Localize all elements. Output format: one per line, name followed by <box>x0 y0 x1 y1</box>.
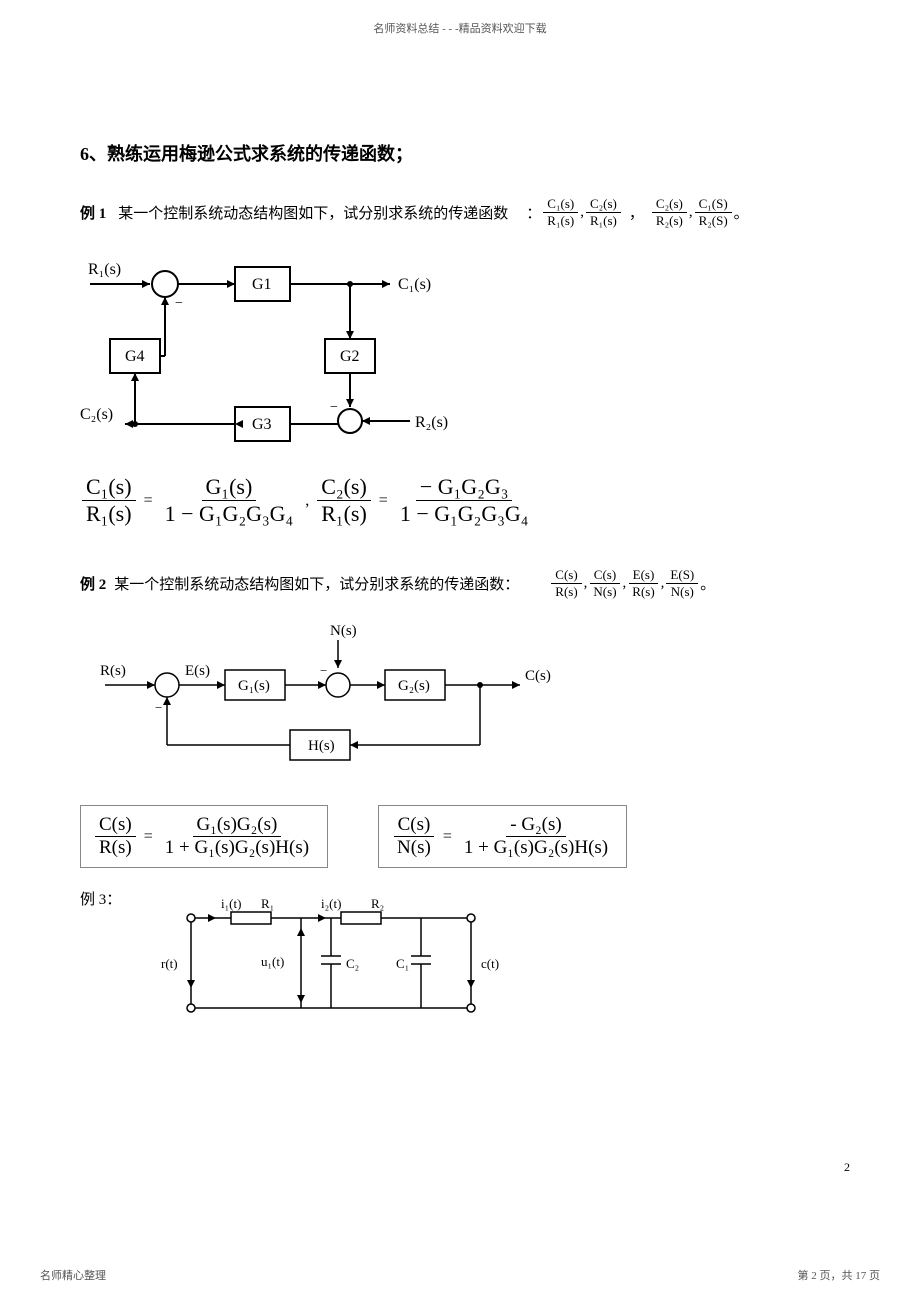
equals: = <box>379 492 388 510</box>
svg-text:G₁(s): G₁(s) <box>238 678 270 694</box>
equals: = <box>144 828 153 846</box>
example1-label: 例 1 <box>80 202 106 223</box>
diagram-label-g4: G4 <box>125 348 145 365</box>
comma: , <box>584 575 588 592</box>
example2-text: 某一个控制系统动态结构图如下，试分别求系统的传递函数： <box>114 573 519 594</box>
eq1-rhs: G₁(s) 1 − G₁G₂G₃G₄ <box>161 474 298 527</box>
eq1-rhs: G₁(s)G₂(s) 1 + G₁(s)G₂(s)H(s) <box>161 814 313 859</box>
svg-text:C₁: C₁ <box>396 956 409 971</box>
svg-text:R(s): R(s) <box>100 663 126 679</box>
svg-text:−: − <box>330 400 338 415</box>
footer-left: 名师精心整理 <box>40 1267 106 1283</box>
example1-tf3: C₂(s) R₂(s) <box>652 196 687 229</box>
footer-right: 第 2 页，共 17 页 <box>798 1267 881 1283</box>
header-text: 名师资料总结 - - -精品资料欢迎下载 <box>373 23 546 35</box>
example3-row: 例 3： i₁(t) R₁ i₂(t) R₂ r(t) <box>80 888 860 1038</box>
svg-text:R₁: R₁ <box>261 896 274 911</box>
eq1-lhs: C₁(s) R₁(s) <box>82 474 136 527</box>
svg-text:H(s): H(s) <box>308 738 335 754</box>
svg-text:i₁(t): i₁(t) <box>221 896 241 911</box>
example2-tf2: C(s) N(s) <box>589 567 620 600</box>
section-title-text: 、熟练运用梅逊公式求系统的传递函数； <box>89 144 413 164</box>
eq1-lhs: C(s) R(s) <box>95 814 136 859</box>
section-heading: 6、熟练运用梅逊公式求系统的传递函数； <box>80 140 860 166</box>
comma: , <box>689 204 693 221</box>
svg-text:R₂: R₂ <box>371 896 384 911</box>
example1-tf2: C₂(s) R₁(s) <box>586 196 621 229</box>
svg-text:N(s): N(s) <box>330 623 357 639</box>
svg-text:−: − <box>155 700 162 715</box>
svg-text:u₁(t): u₁(t) <box>261 954 284 969</box>
example1-tf1: C₁(s) R₁(s) <box>543 196 578 229</box>
comma: ， <box>629 202 644 223</box>
example2-eq1: C(s) R(s) = G₁(s)G₂(s) 1 + G₁(s)G₂(s)H(s… <box>80 805 328 868</box>
example2-label: 例 2 <box>80 573 106 594</box>
svg-text:E(s): E(s) <box>185 663 210 679</box>
diagram-label-r1: R₁(s) <box>88 261 121 278</box>
example2-diagram: N(s) R(s) − E(s) G₁(s) − G₂(s) C(s) <box>80 620 860 785</box>
diagram-label-c1: C₁(s) <box>398 276 431 293</box>
period: 。 <box>700 573 715 594</box>
svg-text:c(t): c(t) <box>481 956 499 971</box>
example2-tf4: E(S) N(s) <box>666 567 698 600</box>
comma: , <box>661 575 665 592</box>
eq2-lhs: C₂(s) R₁(s) <box>317 474 371 527</box>
example2-tf1: C(s) R(s) <box>551 567 581 600</box>
page-number: 2 <box>844 1160 850 1175</box>
eq2-rhs: − G₁G₂G₃ 1 − G₁G₂G₃G₄ <box>396 474 533 527</box>
main-content: 6、熟练运用梅逊公式求系统的传递函数； 例 1 某一个控制系统动态结构图如下，试… <box>80 140 860 1038</box>
equals: = <box>443 828 452 846</box>
page-header: 名师资料总结 - - -精品资料欢迎下载 <box>0 20 920 36</box>
diagram-label-g2: G2 <box>340 348 360 365</box>
section-number: 6 <box>80 144 89 164</box>
period: 。 <box>734 202 749 223</box>
example1-prompt: 例 1 某一个控制系统动态结构图如下，试分别求系统的传递函数 ： C₁(s) R… <box>80 196 860 229</box>
example3-circuit: i₁(t) R₁ i₂(t) R₂ r(t) u₁(t) <box>161 888 521 1038</box>
example2-equations: C(s) R(s) = G₁(s)G₂(s) 1 + G₁(s)G₂(s)H(s… <box>80 805 860 868</box>
diagram-label-c2: C₂(s) <box>80 406 113 423</box>
eq2-lhs: C(s) N(s) <box>393 814 435 859</box>
diagram-label-g3: G3 <box>252 416 272 433</box>
comma: , <box>580 204 584 221</box>
svg-text:−: − <box>320 663 327 678</box>
svg-text:i₂(t): i₂(t) <box>321 896 341 911</box>
example1-diagram: R₁(s) − G1 C₁(s) G2 G4 <box>80 249 860 454</box>
diagram-label-g1: G1 <box>252 276 272 293</box>
eq2-rhs: - G₂(s) 1 + G₁(s)G₂(s)H(s) <box>460 814 612 859</box>
example1-equations: C₁(s) R₁(s) = G₁(s) 1 − G₁G₂G₃G₄ , C₂(s)… <box>80 474 860 527</box>
comma: , <box>305 492 309 510</box>
equals: = <box>144 492 153 510</box>
comma: , <box>623 575 627 592</box>
diagram-label-r2: R₂(s) <box>415 414 448 431</box>
example2-tf3: E(s) R(s) <box>628 567 658 600</box>
svg-text:C(s): C(s) <box>525 668 551 684</box>
svg-text:G₂(s): G₂(s) <box>398 678 430 694</box>
example2-prompt: 例 2 某一个控制系统动态结构图如下，试分别求系统的传递函数： C(s) R(s… <box>80 567 860 600</box>
example1-text: 某一个控制系统动态结构图如下，试分别求系统的传递函数 <box>118 202 508 223</box>
example2-eq2: C(s) N(s) = - G₂(s) 1 + G₁(s)G₂(s)H(s) <box>378 805 627 868</box>
example3-label: 例 3： <box>80 888 121 909</box>
svg-text:r(t): r(t) <box>161 956 178 971</box>
example1-colon: ： <box>526 202 541 223</box>
svg-text:−: − <box>175 296 183 311</box>
svg-text:C₂: C₂ <box>346 956 359 971</box>
example1-tf4: C₁(S) R₂(S) <box>695 196 732 229</box>
